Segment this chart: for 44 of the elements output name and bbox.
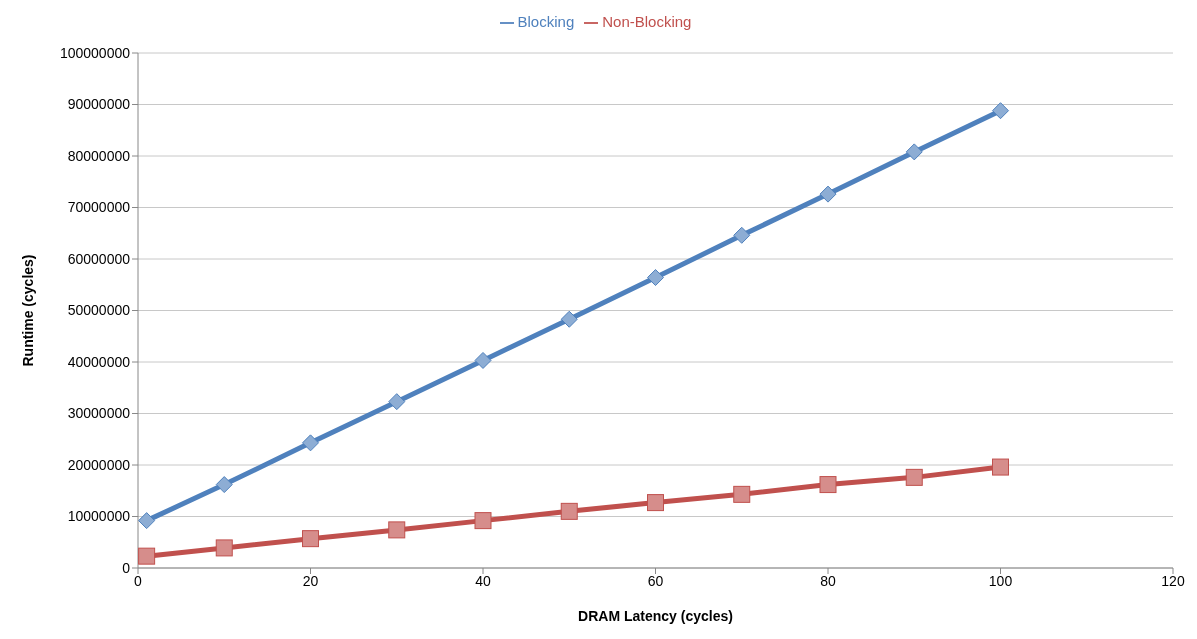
y-tick-label: 30000000 xyxy=(67,405,131,422)
y-tick-label: 0 xyxy=(122,559,131,576)
legend-label: Blocking xyxy=(517,13,575,30)
y-tick-label: 40000000 xyxy=(67,353,131,370)
y-tick-label: 20000000 xyxy=(67,456,131,473)
point xyxy=(905,143,923,161)
point xyxy=(819,185,837,203)
point xyxy=(905,468,923,486)
x-tick-label: 60 xyxy=(647,572,664,589)
y-tick-label: 90000000 xyxy=(67,96,131,113)
point xyxy=(215,476,233,494)
point xyxy=(138,547,156,565)
x-tick-label: 0 xyxy=(134,572,143,589)
point xyxy=(647,494,664,512)
point xyxy=(215,539,233,557)
y-tick-label: 80000000 xyxy=(67,147,131,164)
point xyxy=(388,393,406,411)
legend-label: Non-Blocking xyxy=(602,13,692,30)
x-axis-title: DRAM Latency (cycles) xyxy=(578,608,733,624)
x-tick-label: 80 xyxy=(820,572,836,589)
point xyxy=(647,269,664,287)
y-tick-label: 70000000 xyxy=(67,199,131,216)
y-tick-label: 10000000 xyxy=(67,508,131,525)
point xyxy=(474,512,492,530)
point xyxy=(138,512,156,530)
y-axis-title: Runtime (cycles) xyxy=(19,254,36,367)
point xyxy=(474,351,492,369)
point xyxy=(819,476,837,494)
point xyxy=(560,310,578,328)
y-tick-label: 100000000 xyxy=(59,44,131,61)
point xyxy=(560,502,578,520)
y-tick-label: 50000000 xyxy=(67,302,131,319)
point xyxy=(302,530,319,548)
point xyxy=(302,434,319,452)
point xyxy=(992,102,1009,120)
x-tick-label: 40 xyxy=(475,572,491,589)
point xyxy=(992,458,1009,476)
x-tick-label: 20 xyxy=(302,572,319,589)
x-tick-label: 100 xyxy=(988,572,1013,589)
point xyxy=(733,485,751,503)
point xyxy=(388,521,406,539)
point xyxy=(733,226,751,244)
y-tick-label: 60000000 xyxy=(67,250,131,267)
x-tick-label: 120 xyxy=(1161,572,1185,589)
